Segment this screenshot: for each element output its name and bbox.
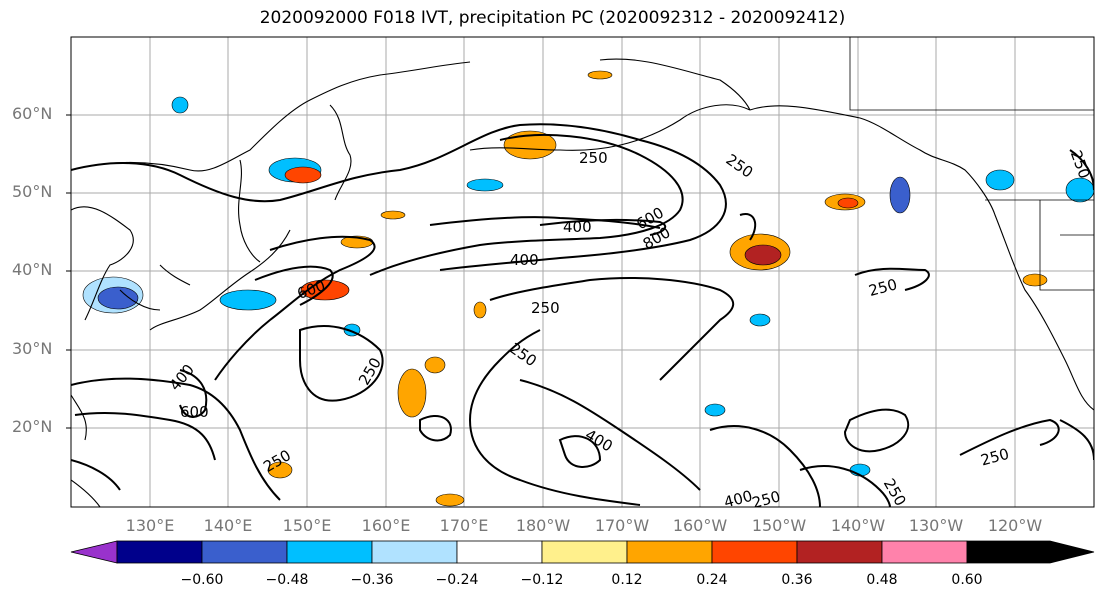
lon-label: 130°W xyxy=(908,516,964,535)
map-frame xyxy=(70,36,1095,508)
colorbar-swatch xyxy=(711,540,798,564)
lon-label: 120°W xyxy=(987,516,1043,535)
lon-label: 170°E xyxy=(439,516,489,535)
coastlines xyxy=(71,58,1094,507)
lat-label: 30°N xyxy=(12,339,53,358)
lat-label: 40°N xyxy=(12,260,53,279)
lon-label: 180°W xyxy=(515,516,571,535)
colorbar xyxy=(70,540,1095,564)
colorbar-swatch xyxy=(456,540,543,564)
contour-label: 600 xyxy=(180,403,209,421)
colorbar-extend-high xyxy=(966,540,1095,564)
colorbar-tick-label: 0.24 xyxy=(696,572,728,588)
colorbar-tick-label: 0.36 xyxy=(781,572,813,588)
colorbar-swatch xyxy=(201,540,288,564)
ivt-contours xyxy=(71,123,1094,507)
colorbar-tick-label: −0.48 xyxy=(265,572,309,588)
lon-label: 170°W xyxy=(594,516,650,535)
colorbar-tick-label: −0.12 xyxy=(520,572,564,588)
lon-label: 150°W xyxy=(751,516,807,535)
map-title: 2020092000 F018 IVT, precipitation PC (2… xyxy=(259,8,846,28)
colorbar-swatch xyxy=(116,540,203,564)
contour-label: 250 xyxy=(750,487,782,512)
lat-label: 60°N xyxy=(12,104,53,123)
colorbar-swatch xyxy=(371,540,458,564)
precip-shading xyxy=(82,70,1094,507)
colorbar-extend-low xyxy=(70,540,118,564)
lon-label: 160°W xyxy=(672,516,728,535)
lon-label: 140°E xyxy=(203,516,253,535)
contour-label: 400 xyxy=(563,218,592,236)
colorbar-swatch xyxy=(626,540,713,564)
colorbar-tick-label: −0.60 xyxy=(180,572,224,588)
contour-label: 250 xyxy=(531,299,560,317)
lat-label: 50°N xyxy=(12,182,53,201)
colorbar-tick-label: −0.36 xyxy=(350,572,394,588)
colorbar-swatch xyxy=(286,540,373,564)
colorbar-swatch xyxy=(541,540,628,564)
contour-label: 400 xyxy=(722,487,754,512)
colorbar-tick-label: 0.60 xyxy=(951,572,983,588)
colorbar-swatch xyxy=(881,540,968,564)
borders xyxy=(849,37,1094,291)
lat-label: 20°N xyxy=(12,417,53,436)
graticule xyxy=(71,37,1094,507)
lon-label: 150°E xyxy=(282,516,332,535)
colorbar-tick-label: 0.48 xyxy=(866,572,898,588)
axis-ticks xyxy=(66,114,71,429)
colorbar-tick-label: 0.12 xyxy=(611,572,643,588)
contour-label: 400 xyxy=(510,251,539,269)
lon-label: 130°E xyxy=(125,516,175,535)
colorbar-swatch xyxy=(796,540,883,564)
contour-label: 250 xyxy=(579,149,608,167)
lon-label: 140°W xyxy=(830,516,886,535)
colorbar-tick-label: −0.24 xyxy=(435,572,479,588)
lon-label: 160°E xyxy=(361,516,411,535)
